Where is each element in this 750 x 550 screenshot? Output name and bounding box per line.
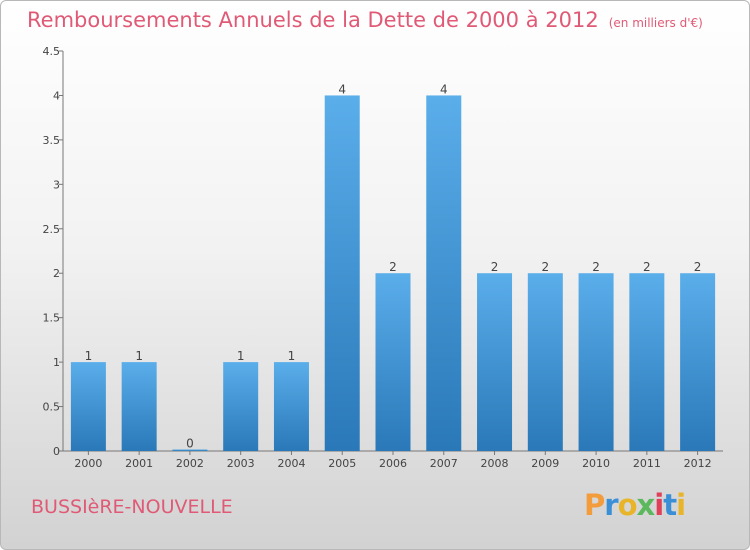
y-tick-label: 3: [53, 178, 60, 191]
x-tick-label-2006: 2006: [379, 457, 407, 470]
bar-2002: [172, 449, 208, 451]
chart-title: Remboursements Annuels de la Dette de 20…: [27, 8, 703, 32]
y-tick-label: 2.5: [43, 223, 61, 236]
commune-name: BUSSIèRE-NOUVELLE: [31, 496, 233, 518]
logo-letter: P: [584, 488, 605, 522]
x-tick-label-2010: 2010: [582, 457, 610, 470]
y-tick-label: 1: [53, 356, 60, 369]
bar-2005: [324, 95, 360, 451]
bar-2001: [121, 362, 157, 451]
data-label-2003: 1: [237, 349, 245, 363]
bar-2011: [629, 273, 665, 451]
data-label-2002: 0: [186, 437, 194, 451]
x-tick-label-2000: 2000: [74, 457, 102, 470]
y-tick-label: 4: [53, 89, 60, 102]
bar-2007: [426, 95, 462, 451]
x-tick-label-2003: 2003: [227, 457, 255, 470]
chart-title-text: Remboursements Annuels de la Dette de 20…: [27, 8, 599, 32]
x-tick-label-2005: 2005: [328, 457, 356, 470]
bar-2003: [223, 362, 259, 451]
data-label-2001: 1: [135, 349, 143, 363]
data-label-2005: 4: [338, 82, 346, 96]
y-tick-label: 4.5: [43, 45, 61, 58]
x-tick-label-2009: 2009: [531, 457, 559, 470]
logo-letter: t: [663, 488, 677, 522]
bar-2008: [477, 273, 513, 451]
logo-letter: o: [617, 488, 638, 522]
logo-letter: x: [636, 488, 656, 522]
x-tick-label-2008: 2008: [481, 457, 509, 470]
data-label-2006: 2: [389, 260, 397, 274]
proxiti-logo: Proxiti: [584, 488, 686, 522]
bar-2012: [680, 273, 716, 451]
data-label-2009: 2: [541, 260, 549, 274]
y-tick-label: 0: [53, 445, 60, 458]
data-label-2012: 2: [694, 260, 702, 274]
logo-letter: i: [654, 488, 664, 522]
x-tick-label-2002: 2002: [176, 457, 204, 470]
x-tick-label-2012: 2012: [684, 457, 712, 470]
y-tick-label: 3.5: [43, 134, 61, 147]
chart-subtitle: (en milliers d'€): [608, 16, 703, 30]
logo-letter: r: [604, 488, 618, 522]
logo-letter: i: [676, 488, 686, 522]
data-label-2008: 2: [491, 260, 499, 274]
bar-2000: [70, 362, 106, 451]
bar-2009: [527, 273, 563, 451]
data-label-2011: 2: [643, 260, 651, 274]
x-tick-label-2007: 2007: [430, 457, 458, 470]
x-tick-label-2004: 2004: [277, 457, 305, 470]
bar-2004: [273, 362, 309, 451]
data-label-2007: 4: [440, 82, 448, 96]
y-tick-label: 0.5: [43, 401, 61, 414]
data-label-2004: 1: [288, 349, 296, 363]
x-tick-label-2001: 2001: [125, 457, 153, 470]
bar-2010: [578, 273, 614, 451]
bar-2006: [375, 273, 411, 451]
x-tick-label-2011: 2011: [633, 457, 661, 470]
data-label-2000: 1: [85, 349, 93, 363]
data-label-2010: 2: [592, 260, 600, 274]
y-tick-label: 1.5: [43, 312, 61, 325]
y-tick-label: 2: [53, 267, 60, 280]
